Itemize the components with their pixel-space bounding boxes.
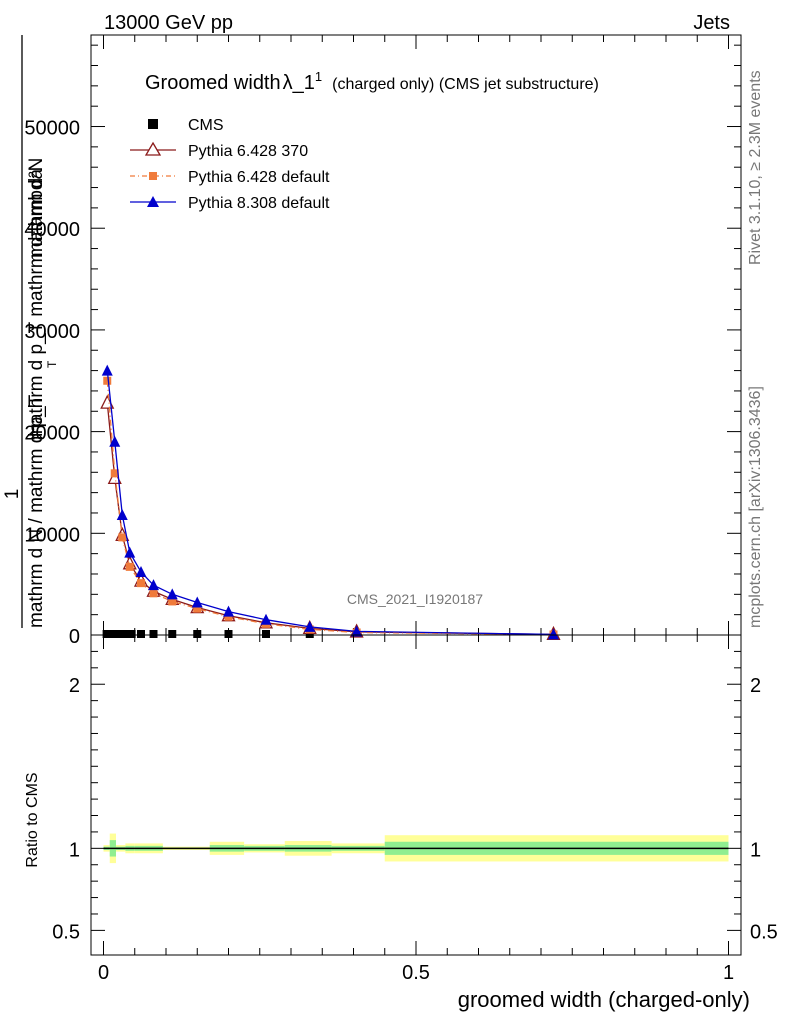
ylabel-subscript: T — [45, 360, 59, 368]
point-cms — [168, 630, 177, 638]
chart-title-sup: 1 — [315, 69, 322, 84]
chart-title-suffix: (charged only) (CMS jet substructure) — [332, 76, 599, 93]
y-tick-label: 50000 — [24, 118, 80, 140]
header-left: 13000 GeV pp — [104, 12, 233, 34]
ratio-y-tick-label-right: 1 — [750, 839, 761, 861]
point-cms — [137, 630, 145, 638]
chart-title-main: Groomed width — [145, 72, 281, 94]
legend-label-cms: CMS — [188, 117, 224, 134]
legend-entry-cms: CMS — [148, 117, 224, 134]
ratio-y-tick-label: 0.5 — [52, 921, 80, 943]
point-p6-default — [193, 604, 202, 613]
x-axis-label: groomed width (charged-only) — [458, 987, 750, 1012]
main-series — [100, 364, 561, 641]
legend-entry-p6-370: Pythia 6.428 370 — [130, 141, 308, 160]
ratio-frame — [90, 634, 742, 956]
point-p6-default — [137, 579, 145, 588]
legend-marker-p6-370 — [144, 141, 162, 156]
point-p8 — [191, 596, 203, 608]
point-p6-default — [125, 562, 134, 571]
point-p6-default — [149, 589, 158, 598]
main-y-axis-label: 1 mathrm d N / mathrm d p_T mathrm d²N m… — [2, 35, 59, 628]
mcplots-label: mcplots.cern.ch [arXiv:1306.3436] — [747, 386, 764, 628]
point-p8 — [101, 364, 113, 376]
legend-label-p6-default: Pythia 6.428 default — [188, 169, 330, 186]
point-p8 — [109, 435, 121, 447]
point-p6-default — [110, 469, 119, 478]
main-panel: 0 10000 20000 30000 40000 50000 Groomed width… — [2, 34, 742, 648]
point-cms — [102, 630, 111, 638]
point-p8 — [223, 605, 234, 617]
ratio-y-tick-label-right: 2 — [750, 675, 761, 697]
legend-label-p8: Pythia 8.308 default — [188, 195, 330, 212]
point-cms — [127, 630, 136, 638]
point-cms — [262, 630, 270, 638]
ylabel-numerator-line2: mathrm d p_T mathrm d lambda — [26, 169, 47, 440]
ratio-y-tick-label: 1 — [69, 839, 80, 861]
point-cms — [193, 630, 202, 638]
y-tick-label: 0 — [69, 626, 80, 648]
ylabel-numerator-line1: mathrm d²N — [26, 158, 47, 258]
point-p8 — [116, 509, 128, 520]
analysis-watermark: CMS_2021_I1920187 — [347, 591, 483, 607]
rivet-label: Rivet 3.1.10, ≥ 2.3M events — [747, 70, 764, 265]
ylabel-one: 1 — [2, 489, 23, 500]
legend: CMS Pythia 6.428 370 Pythia 6.428 defaul… — [130, 117, 330, 212]
x-tick-label: 0.5 — [402, 962, 430, 984]
point-p6-default — [168, 597, 177, 606]
chart-title-symbol: λ_1 — [283, 72, 315, 94]
point-cms — [115, 630, 124, 638]
legend-marker-p6-default — [149, 172, 157, 180]
main-axis-ticks: 0 10000 20000 30000 40000 50000 — [24, 35, 741, 648]
point-p8 — [148, 579, 159, 591]
ratio-bands — [103, 833, 729, 864]
ratio-y-tick-label-right: 0.5 — [750, 921, 778, 943]
legend-entry-p8: Pythia 8.308 default — [130, 195, 330, 212]
ratio-panel: 0.5 0.5 1 1 2 2 0 0.5 1 Ratio to CMS groomed wid… — [24, 634, 778, 1012]
point-p8 — [166, 588, 178, 600]
point-cms — [108, 630, 117, 638]
point-p8 — [124, 546, 136, 558]
point-cms — [149, 630, 158, 638]
point-p8 — [260, 613, 272, 625]
y-tick-label: 20000 — [24, 423, 80, 445]
legend-marker-p8 — [147, 196, 159, 207]
legend-marker-cms — [148, 119, 158, 129]
point-p6-default — [118, 533, 127, 542]
ylabel-denominator: mathrm d N / mathrm d p_T — [26, 394, 47, 628]
y-tick-label: 40000 — [24, 219, 80, 241]
point-p8 — [304, 620, 316, 632]
y-tick-label: 10000 — [24, 524, 80, 546]
point-cms — [224, 630, 233, 638]
point-cms — [121, 630, 130, 638]
x-tick-label: 0 — [98, 962, 109, 984]
legend-label-p6-370: Pythia 6.428 370 — [188, 143, 308, 160]
point-p6-default — [103, 376, 112, 385]
x-tick-label: 1 — [723, 962, 734, 984]
point-p8 — [135, 565, 147, 577]
y-tick-label: 30000 — [24, 321, 80, 343]
point-p8 — [351, 625, 363, 637]
point-p6-default — [224, 612, 233, 621]
ratio-y-axis-label: Ratio to CMS — [24, 772, 41, 867]
point-p8 — [548, 628, 559, 640]
legend-entry-p6-default: Pythia 6.428 default — [130, 169, 330, 186]
chart-title: Groomed width λ_11 (charged only) (CMS jet… — [145, 69, 599, 94]
ratio-y-tick-label: 2 — [69, 675, 80, 697]
ratio-axis-ticks: 0.5 0.5 1 1 2 2 0 0.5 1 — [52, 635, 778, 984]
header-right: Jets — [693, 12, 730, 34]
